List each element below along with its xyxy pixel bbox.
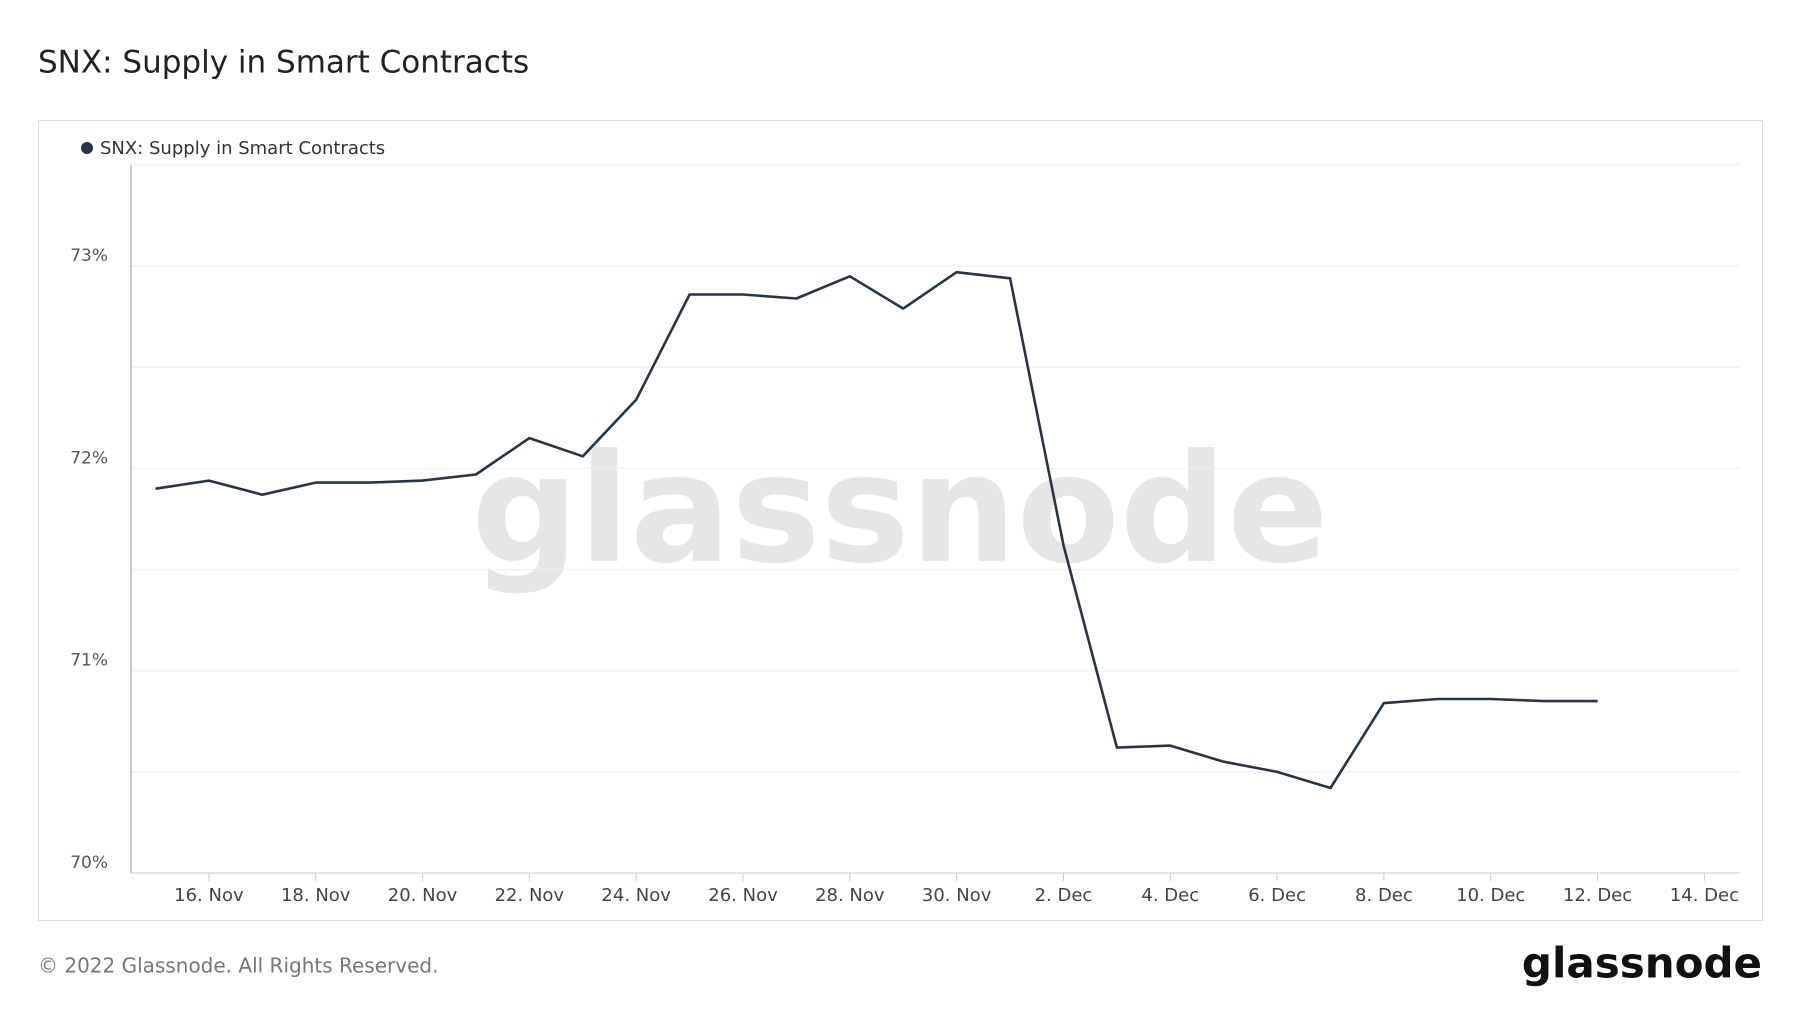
legend-label: SNX: Supply in Smart Contracts — [100, 138, 385, 159]
x-tick-label: 4. Dec — [1141, 885, 1199, 906]
x-tick-label: 2. Dec — [1035, 885, 1093, 906]
chart-title: SNX: Supply in Smart Contracts — [38, 45, 529, 81]
x-tick-label: 14. Dec — [1670, 885, 1739, 906]
footer: © 2022 Glassnode. All Rights Reserved. — [38, 954, 438, 978]
x-tick-label: 22. Nov — [495, 885, 565, 906]
y-tick-label: 70% — [70, 853, 108, 873]
chart-frame — [38, 120, 1763, 921]
x-tick-label: 10. Dec — [1456, 885, 1525, 906]
y-tick-label: 72% — [70, 448, 108, 468]
x-tick-label: 30. Nov — [922, 885, 992, 906]
line — [155, 270, 1598, 790]
x-tick-label: 28. Nov — [815, 885, 885, 906]
logo: glassnode — [1522, 939, 1762, 988]
y-tick-label: 71% — [70, 651, 108, 671]
x-tick-label: 26. Nov — [708, 885, 778, 906]
y-tick-label: 73% — [70, 246, 108, 266]
watermark: glassnode — [471, 423, 1329, 597]
x-tick-label: 24. Nov — [601, 885, 671, 906]
x-tick-label: 20. Nov — [388, 885, 458, 906]
x-tick-label: 16. Nov — [174, 885, 244, 906]
x-tick-label: 6. Dec — [1248, 885, 1306, 906]
x-tick-label: 12. Dec — [1563, 885, 1632, 906]
x-tick-label: 18. Nov — [281, 885, 351, 906]
legend-marker — [81, 142, 93, 154]
x-tick-label: 8. Dec — [1355, 885, 1413, 906]
